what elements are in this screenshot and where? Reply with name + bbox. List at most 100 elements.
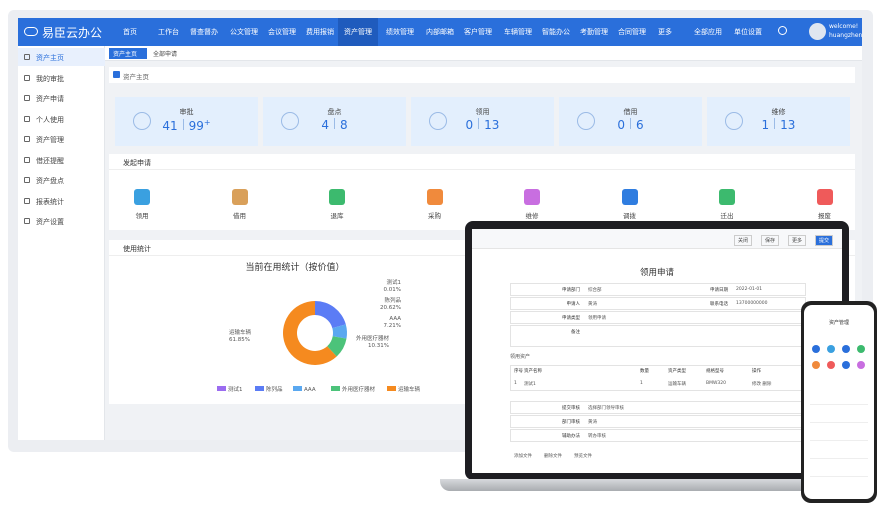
apply-icon[interactable]	[719, 189, 735, 205]
sidebar-icon	[24, 218, 30, 224]
table-head: 操作	[752, 369, 761, 374]
stat-value: 13	[484, 118, 500, 132]
stat-icon	[281, 112, 299, 130]
divider	[478, 118, 480, 129]
field-label: 提交审核	[562, 406, 580, 411]
logo-icon	[24, 27, 38, 36]
stat-value: 4	[321, 118, 329, 132]
field-value: 13700000000	[736, 301, 768, 306]
field-label: 备注	[571, 330, 580, 335]
slice-name: 运输车辆	[229, 328, 252, 336]
nav-item[interactable]: 单位设置	[734, 28, 762, 36]
nav-item[interactable]: 督查督办	[190, 28, 218, 36]
phone-app-icon[interactable]	[857, 361, 865, 369]
nav-item[interactable]: 更多	[658, 28, 672, 36]
table-cell: 1	[640, 381, 643, 386]
nav-item[interactable]: 工作台	[158, 28, 179, 36]
legend-label: 测试1	[228, 385, 243, 393]
nav-item[interactable]: 车辆管理	[504, 28, 532, 36]
apply-icon[interactable]	[231, 189, 248, 205]
file-action[interactable]: 删除文件	[544, 454, 562, 459]
sidebar: 资产主页我的审批资产申请个人使用资产管理借还提醒资产盘点报表统计资产设置	[18, 46, 105, 440]
stat-card: 借用 0 6	[559, 97, 702, 146]
nav-item[interactable]: 内部邮箱	[426, 28, 454, 36]
apply-icon[interactable]	[621, 189, 638, 205]
phone-title: 资产管理	[828, 320, 849, 326]
phone-app-icon[interactable]	[812, 345, 820, 353]
sidebar-item[interactable]: 资产申请	[36, 95, 64, 103]
form-button[interactable]: 更多	[788, 235, 807, 246]
tab[interactable]: 资产主页	[109, 48, 148, 59]
sidebar-icon	[24, 74, 30, 81]
stat-sup: +	[203, 118, 211, 127]
sidebar-icon	[24, 197, 30, 204]
phone-app-icon[interactable]	[827, 361, 835, 369]
nav-item[interactable]: 会议管理	[268, 28, 296, 36]
sidebar-item[interactable]: 我的审批	[36, 74, 64, 83]
phone-app-icon[interactable]	[842, 345, 850, 353]
form-button[interactable]: 保存	[761, 235, 780, 246]
stat-label: 维修	[771, 108, 786, 116]
breadcrumb: 资产主页	[123, 73, 149, 81]
sidebar-item[interactable]: 报表统计	[36, 197, 64, 206]
sidebar-active	[18, 48, 105, 66]
sidebar-item[interactable]: 资产管理	[36, 136, 64, 144]
form-button[interactable]: 关闭	[734, 235, 753, 246]
file-action[interactable]: 预览文件	[574, 454, 592, 459]
apply-icon[interactable]	[329, 189, 345, 205]
table-cell: 测试1	[524, 382, 536, 387]
apply-icon[interactable]	[524, 189, 540, 205]
file-action[interactable]: 添加文件	[514, 454, 532, 459]
stat-label: 审批	[179, 108, 194, 116]
table-cell: BMW320	[706, 381, 727, 386]
field-label: 申请人	[566, 302, 581, 307]
nav-item[interactable]: 全部应用	[694, 28, 722, 36]
panel-title: 使用统计	[123, 245, 151, 253]
user-greeting: welcome!	[829, 23, 859, 30]
apply-label: 维修	[525, 212, 539, 220]
form-button[interactable]: 提交	[815, 235, 834, 246]
slice-value: 10.31%	[368, 343, 389, 349]
breadcrumb-icon	[113, 71, 120, 78]
table-head: 资产类型	[668, 369, 686, 374]
nav-item[interactable]: 资产管理	[344, 28, 372, 36]
stat-card: 审批 41 99+	[115, 97, 258, 146]
form-row	[510, 283, 806, 296]
phone-app-icon[interactable]	[812, 361, 820, 369]
apply-icon[interactable]	[816, 189, 833, 205]
phone-app-icon[interactable]	[857, 345, 865, 353]
nav-item[interactable]: 合同管理	[618, 28, 646, 36]
sidebar-item[interactable]: 个人使用	[36, 115, 64, 124]
sidebar-item[interactable]: 资产设置	[36, 218, 64, 226]
stat-icon	[133, 112, 151, 130]
slice-value: 61.85%	[229, 337, 250, 343]
slice-name: 陈列品	[384, 296, 401, 304]
table-cell: 运输车辆	[668, 382, 686, 387]
nav-item[interactable]: 客户管理	[464, 28, 492, 36]
nav-item[interactable]: 考勤管理	[580, 28, 608, 36]
nav-active	[338, 18, 378, 46]
sidebar-item[interactable]: 资产盘点	[36, 177, 64, 185]
nav-item[interactable]: 绩效管理	[386, 28, 414, 36]
nav-item[interactable]: 公文管理	[230, 28, 258, 36]
phone-list-item	[810, 409, 868, 423]
form-title: 领用申请	[639, 268, 674, 278]
apply-icon[interactable]	[134, 189, 150, 205]
field-value: 领用申请	[588, 316, 606, 321]
legend-label: 运输车辆	[398, 385, 421, 393]
sidebar-item[interactable]: 借还提醒	[36, 156, 64, 165]
laptop-bezel: 关闭 保存 更多 提交 领用申请 申请部门 综合部 申请日期 2022-01-01 申请人 黄涛 联系…	[465, 221, 849, 480]
phone-app-icon[interactable]	[842, 361, 850, 369]
phone-app-icon[interactable]	[827, 345, 835, 353]
stat-value: 6	[636, 118, 644, 132]
chart-title: 当前在用统计（按价值）	[245, 261, 344, 273]
sidebar-item[interactable]: 资产主页	[36, 54, 64, 62]
phone-list-item	[810, 427, 868, 441]
nav-item[interactable]: 费用报销	[306, 28, 334, 36]
nav-item[interactable]: 首页	[123, 28, 137, 36]
stat-label: 借用	[623, 108, 638, 116]
nav-item[interactable]: 智能办公	[542, 28, 570, 36]
apply-icon[interactable]	[426, 189, 443, 205]
tab[interactable]: 全部申请	[153, 51, 178, 58]
breadcrumb-card: 资产主页	[109, 67, 855, 83]
